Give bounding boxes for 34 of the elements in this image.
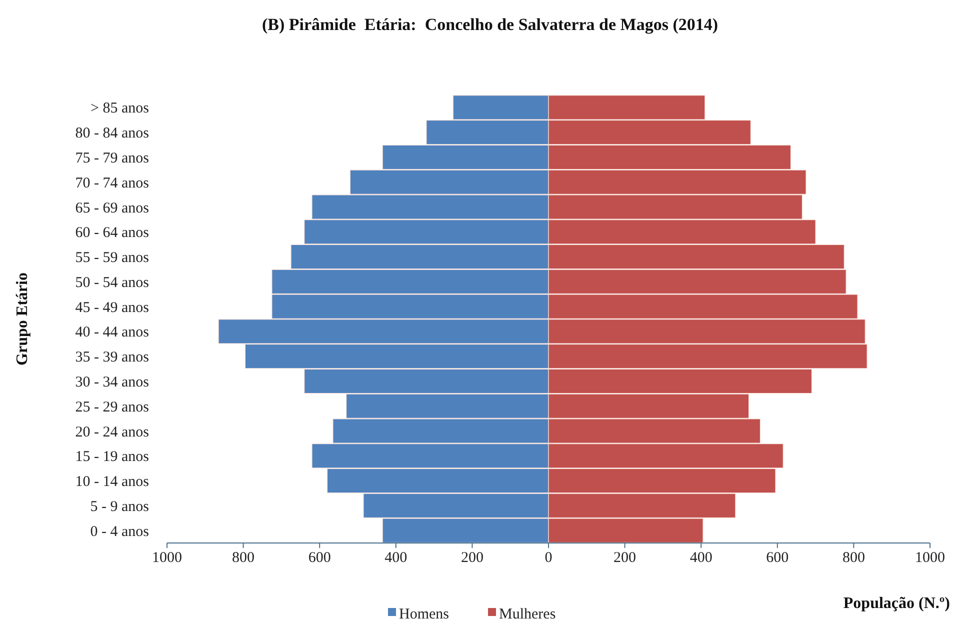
y-tick-label: 10 - 14 anos [75, 474, 150, 490]
x-tick-label: 400 [384, 550, 408, 566]
y-tick-label: 50 - 54 anos [75, 274, 150, 291]
y-tick-label: 65 - 69 anos [75, 200, 150, 216]
x-tick-label: 800 [842, 550, 865, 566]
y-axis-title: Grupo Etário [14, 272, 31, 366]
y-tick-label: 0 - 4 anos [90, 524, 150, 540]
y-tick-label: 15 - 19 anos [75, 449, 150, 466]
y-tick-label: 20 - 24 anos [75, 424, 150, 440]
x-tick-label: 200 [460, 550, 484, 566]
y-tick-label: > 85 anos [90, 100, 150, 117]
y-tick-label: 70 - 74 anos [75, 175, 150, 192]
x-tick-label: 800 [232, 550, 255, 566]
x-tick-label: 400 [690, 550, 712, 566]
y-tick-label: 30 - 34 anos [75, 374, 150, 390]
y-tick-label: 55 - 59 anos [75, 250, 150, 266]
x-axis-title: População (N.º) [843, 595, 950, 612]
legend-label: Mulheres [499, 606, 556, 622]
y-tick-label: 60 - 64 anos [75, 225, 150, 242]
y-tick-label: 25 - 29 anos [75, 399, 150, 416]
x-tick-label: 1000 [915, 550, 945, 566]
y-tick-label: 45 - 49 anos [75, 300, 150, 316]
y-tick-label: 35 - 39 anos [75, 350, 150, 366]
x-tick-label: 1000 [152, 550, 182, 566]
legend-label: Homens [399, 606, 450, 622]
y-tick-label: 75 - 79 anos [75, 150, 150, 166]
y-tick-label: 5 - 9 anos [90, 498, 150, 515]
y-tick-label: 40 - 44 anos [75, 324, 150, 341]
x-tick-label: 600 [308, 550, 331, 566]
y-tick-label: 80 - 84 anos [75, 126, 150, 142]
x-tick-label: 200 [614, 550, 636, 566]
x-tick-label: 0 [544, 550, 552, 566]
x-tick-label: 600 [766, 550, 789, 566]
chart-title: (B) Pirâmide Etária: Concelho de Salvaterra de Magos (2014) [262, 15, 718, 34]
